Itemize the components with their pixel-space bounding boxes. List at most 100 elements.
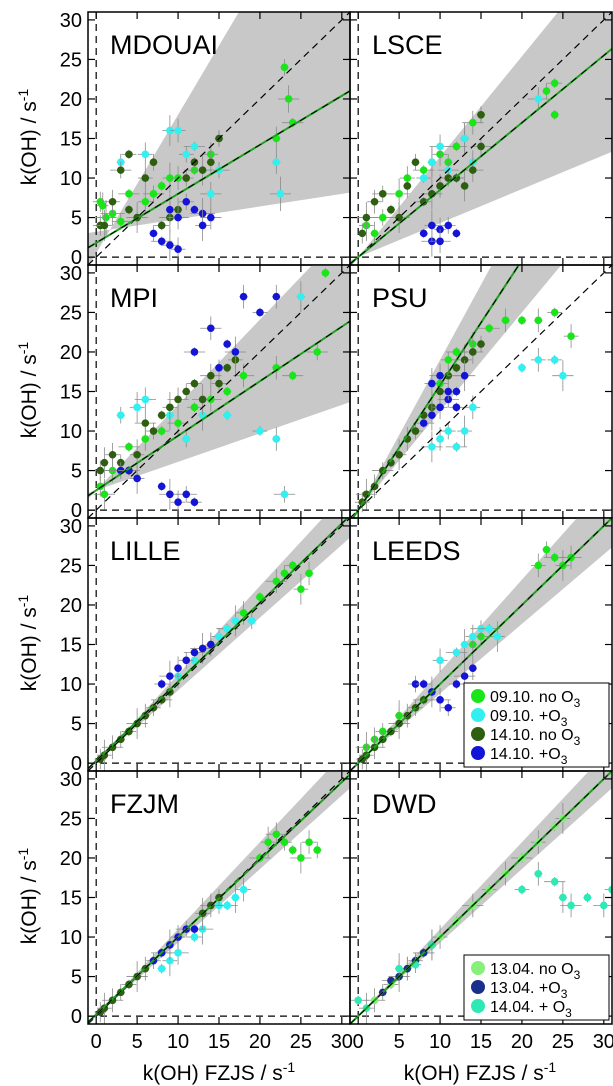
data-point [166,403,174,412]
regression-line-dash [350,771,612,1024]
data-point [436,371,444,380]
data-point [370,197,379,206]
data-point [223,624,231,633]
regression-line [88,90,350,249]
data-point [305,838,313,846]
data-point [460,672,469,680]
data-point [207,640,215,649]
data-point [116,411,125,420]
data-point [395,190,403,198]
data-point [141,174,150,182]
data-point [460,134,469,143]
data-point [550,308,559,317]
data-point [149,190,158,198]
data-point [469,664,477,673]
y-tick-label: 20 [60,89,82,111]
series-d0910_O3 [157,877,251,977]
data-point [141,419,150,427]
y-tick-label: 0 [71,247,82,269]
data-point [166,174,174,182]
x-tick-label: 0 [353,1031,364,1053]
legend-swatch [471,961,485,975]
data-point [469,348,477,356]
x-tick-label: 5 [132,1031,143,1053]
y-tick-label: 15 [60,129,82,151]
series-d1410_O3 [110,284,281,515]
data-point [460,427,469,435]
panel-title: LILLE [110,536,181,566]
data-point [182,387,191,396]
data-point [207,213,215,222]
panel-mpi: 0 5 10 15 20 25 30 MPI [60,263,351,522]
data-point [485,624,493,633]
data-point [102,213,110,222]
data-point [108,450,117,459]
data-point [223,340,231,348]
data-point [190,498,199,506]
data-point [100,221,109,230]
data-point [100,490,109,499]
data-point [284,95,293,103]
data-point [436,142,444,151]
data-point [231,616,240,625]
panel-psu: PSU [349,264,613,519]
data-point [256,427,264,435]
data-point [452,680,461,688]
panel-title: LEEDS [372,536,461,566]
data-point [452,229,461,238]
data-point [358,229,367,238]
data-point [542,545,551,554]
data-point [534,561,543,570]
data-point [444,221,453,230]
series-d1304_O3 [378,929,436,1001]
data-point [567,901,575,910]
data-point [518,316,526,325]
identity-line [88,265,350,518]
data-point [518,363,526,372]
plot-area [88,518,350,771]
identity-line [88,518,350,771]
y-tick-label: 15 [60,382,82,404]
y-tick-label: 5 [71,714,82,736]
data-point [600,901,608,910]
data-point [280,490,289,499]
data-point [354,996,362,1005]
data-point [157,237,166,246]
x-tick-label: 5 [394,1031,405,1053]
data-point [190,379,199,388]
data-point [125,443,133,451]
data-point [264,838,272,846]
legend-swatch [471,746,485,760]
data-point [166,126,174,135]
data-point [485,324,493,333]
data-point [239,371,248,380]
data-point [297,292,305,301]
data-point [190,648,199,657]
y-tick-label: 5 [71,967,82,989]
data-point [174,498,182,506]
data-point [550,79,559,87]
y-tick-label: 25 [60,555,82,577]
data-point [141,197,150,206]
data-point [297,854,305,862]
data-point [182,490,191,499]
y-axis-label-row1: k(OH) / s-1 [15,89,41,186]
data-point [452,348,461,356]
data-point [133,403,141,412]
data-point [280,569,289,578]
series-d0910_noO3 [249,822,322,874]
series-d1410_O3 [149,193,222,262]
data-point [239,292,248,301]
data-point [313,846,322,854]
data-point [141,395,150,404]
data-point [149,427,158,435]
series-d1410_noO3 [355,106,492,244]
y-axis-label-row3: k(OH) / s-1 [15,595,41,692]
y-tick-label: 0 [71,500,82,522]
data-point [469,632,477,641]
data-point [559,371,567,380]
data-point [223,363,231,372]
regression-line-dash [88,320,350,497]
data-point [190,656,199,665]
